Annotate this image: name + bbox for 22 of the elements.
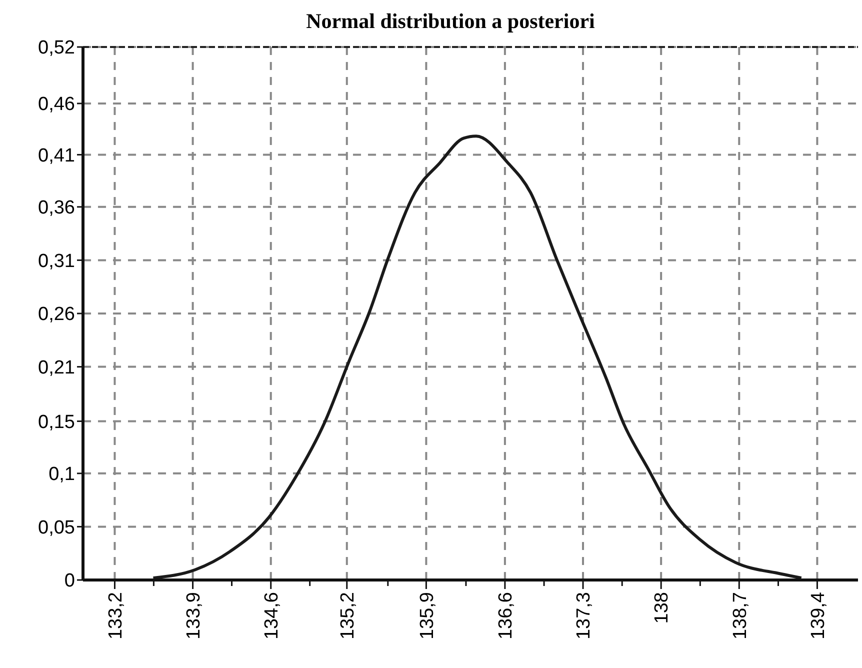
x-tick-label: 137,3 (574, 592, 595, 640)
y-tick-label: 0,15 (38, 412, 75, 433)
x-tick-label: 138 (652, 592, 673, 624)
x-tick-label: 138,7 (730, 592, 751, 640)
y-tick-label: 0,41 (38, 145, 75, 166)
y-tick-label: 0,1 (48, 464, 75, 486)
x-tick-label: 133,2 (105, 592, 126, 640)
x-tick-label: 139,4 (808, 592, 829, 640)
y-tick-label: 0,52 (38, 38, 75, 59)
chart-title: Normal distribution a posteriori (306, 9, 596, 33)
x-tick-label: 133,9 (183, 592, 204, 640)
x-tick-label: 134,6 (262, 592, 283, 640)
y-tick-label: 0,21 (38, 357, 75, 378)
y-tick-label: 0,46 (38, 94, 75, 116)
y-tick-label: 0 (64, 570, 75, 592)
x-tick-label: 136,6 (496, 592, 517, 640)
y-tick-label: 0,26 (38, 304, 75, 326)
x-tick-label: 135,2 (338, 592, 359, 640)
y-tick-label: 0,05 (38, 517, 75, 538)
y-tick-label: 0,31 (38, 250, 75, 272)
x-tick-label: 135,9 (416, 592, 438, 640)
y-tick-label: 0,36 (38, 198, 75, 219)
